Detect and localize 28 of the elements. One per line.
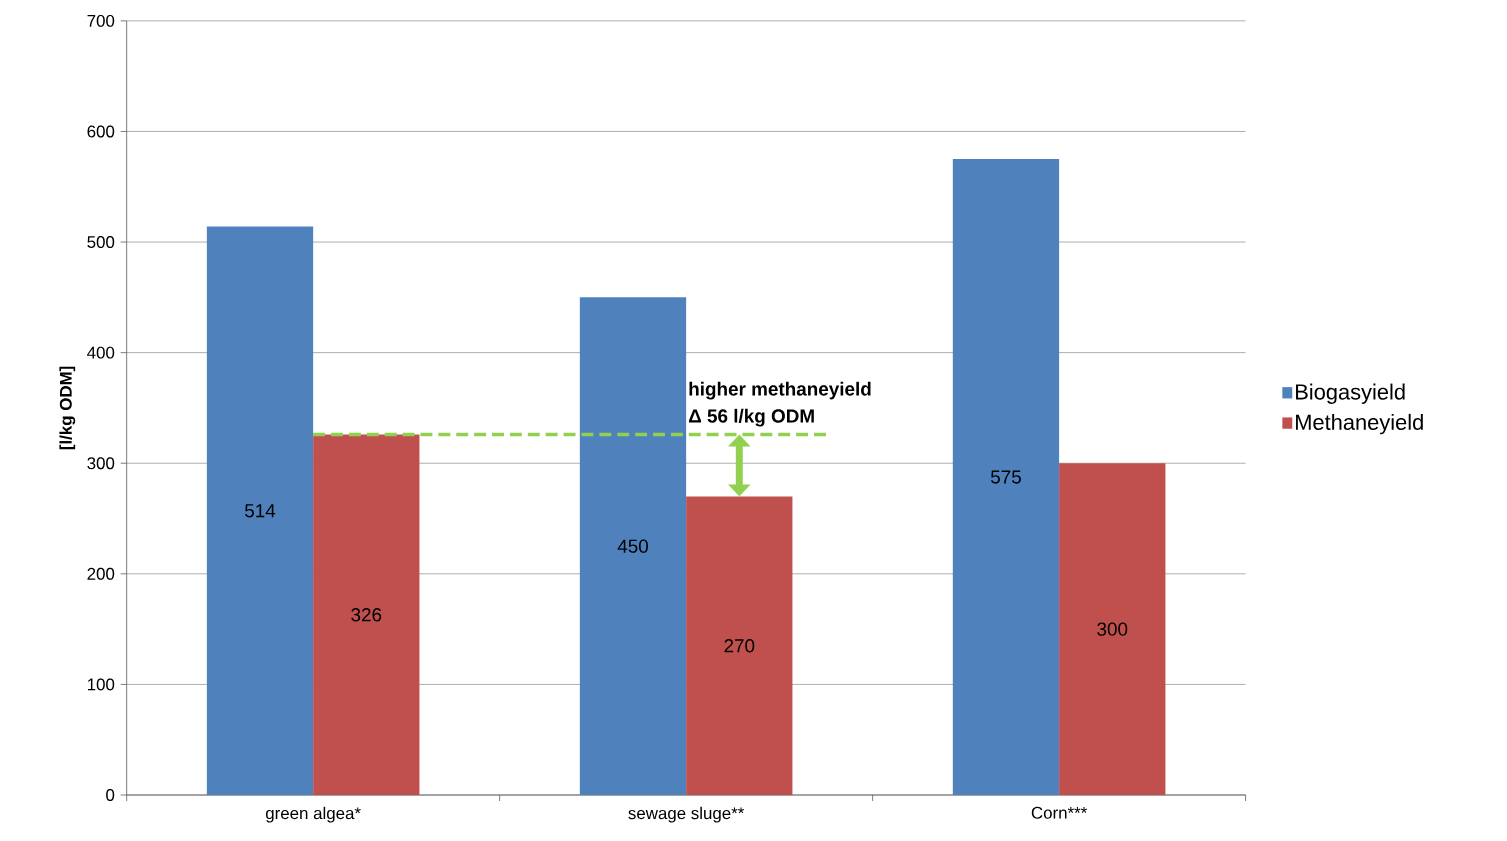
data-label: 326 — [351, 608, 382, 622]
data-label: 575 — [990, 470, 1021, 484]
y-tick-label: 400 — [87, 346, 115, 359]
data-label: 270 — [724, 639, 755, 653]
y-tick-label: 0 — [106, 789, 115, 802]
x-tick-label: sewage sluge** — [628, 806, 745, 823]
bar — [686, 496, 793, 796]
legend-label: Biogasyield — [1296, 383, 1405, 405]
data-label: 300 — [1097, 622, 1128, 636]
y-tick-label: 200 — [87, 567, 115, 580]
data-label: 514 — [245, 504, 276, 518]
x-tick-label: green algea* — [265, 806, 361, 823]
annotation: Δ 56 l/kg ODM — [688, 408, 814, 427]
y-tick-label: 100 — [87, 678, 115, 691]
bar — [579, 297, 687, 796]
x-tick-label: Corn*** — [1031, 806, 1088, 819]
bar — [952, 159, 1060, 796]
y-tick-label: 700 — [87, 15, 115, 27]
data-label: 450 — [617, 539, 648, 553]
y-tick-label: 600 — [87, 125, 115, 138]
legend-label: Methaneyield — [1296, 414, 1423, 435]
bar — [313, 434, 420, 796]
bar — [1059, 463, 1166, 796]
y-tick-label: 500 — [87, 236, 115, 249]
y-tick-label: 300 — [87, 457, 115, 470]
bar — [206, 226, 314, 796]
y-axis-title: [l/kg ODM] — [59, 366, 76, 450]
annotation: higher methaneyield — [689, 381, 871, 400]
